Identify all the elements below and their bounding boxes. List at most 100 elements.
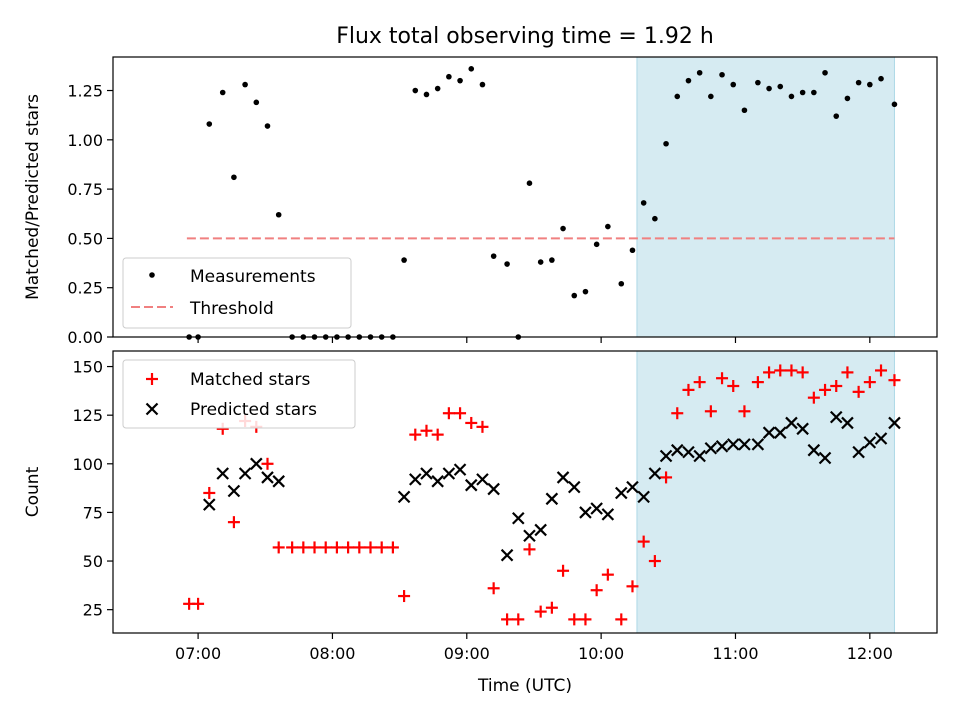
predicted-star-point xyxy=(487,482,500,496)
measurement-point xyxy=(640,200,647,206)
measurement-point xyxy=(605,223,611,230)
measurement-point xyxy=(674,93,681,100)
legend-measurements-label: Measurements xyxy=(190,267,316,287)
matched-star-point xyxy=(192,597,205,610)
legend-measurements-marker xyxy=(149,272,155,278)
time-x-axis: 07:00 08:00 09:00 10:00 11:00 12:00 xyxy=(175,633,893,663)
y-tick-label: 100 xyxy=(72,455,103,474)
matched-star-point xyxy=(807,391,820,404)
predicted-star-point xyxy=(420,467,433,480)
measurement-point xyxy=(206,121,213,127)
measurement-point xyxy=(242,81,248,88)
predicted-star-point xyxy=(500,548,514,562)
legend-predicted-label: Predicted stars xyxy=(190,400,317,420)
predicted-star-point xyxy=(637,490,650,504)
predicted-star-point xyxy=(785,416,798,430)
matched-star-point xyxy=(203,486,216,499)
measurement-point xyxy=(629,247,636,254)
measurement-point xyxy=(468,66,475,72)
predicted-star-point xyxy=(453,463,467,476)
matched-star-point xyxy=(819,383,832,396)
predicted-star-point xyxy=(261,471,274,484)
ratio-panel-frame xyxy=(112,56,938,338)
measurement-point xyxy=(777,83,784,90)
measurement-point xyxy=(652,215,658,222)
x-tick-label: 07:00 xyxy=(175,644,221,663)
measurement-point xyxy=(219,89,226,96)
legend-box xyxy=(122,257,352,329)
predicted-star-point xyxy=(874,432,888,445)
matched-star-point xyxy=(888,374,901,387)
matched-star-point xyxy=(716,372,729,385)
measurement-point xyxy=(401,257,407,263)
measurement-point xyxy=(423,91,430,98)
matched-star-point xyxy=(465,416,478,429)
matched-star-point xyxy=(774,364,787,377)
predicted-star-point xyxy=(203,498,216,511)
predicted-star-point xyxy=(626,480,639,494)
predicted-star-point xyxy=(796,422,809,436)
x-tick-label: 11:00 xyxy=(712,644,758,663)
matched-star-point xyxy=(286,541,299,554)
predicted-star-point xyxy=(841,416,854,430)
measurement-point xyxy=(275,211,282,218)
observing-window-shade-top xyxy=(636,56,895,338)
matched-star-point xyxy=(442,407,455,420)
predicted-star-point xyxy=(704,441,718,455)
predicted-star-point xyxy=(523,529,536,543)
matched-star-point xyxy=(601,568,614,581)
predicted-star-point xyxy=(431,475,444,488)
ratio-y-axis-label: Matched/Predicted stars xyxy=(23,94,43,300)
predicted-star-point xyxy=(762,426,776,439)
measurement-point xyxy=(593,241,600,248)
predicted-star-point xyxy=(512,511,525,525)
matched-star-point xyxy=(353,541,366,554)
count-panel: 25 50 75 100 125 150 07:00 08:00 09:00 10:00 11:0… xyxy=(23,350,938,663)
x-tick-label: 10:00 xyxy=(578,644,624,663)
matched-star-point xyxy=(409,428,422,441)
observing-window-band xyxy=(636,56,895,338)
predicted-star-point xyxy=(738,438,751,451)
measurement-point xyxy=(878,75,884,82)
ratio-x-tick-marks xyxy=(197,337,871,343)
matched-star-point xyxy=(375,541,388,554)
matched-star-point xyxy=(420,424,433,437)
matched-star-point xyxy=(512,613,525,626)
matched-star-point xyxy=(487,582,500,595)
legend-matched-label: Matched stars xyxy=(190,370,310,390)
predicted-star-point xyxy=(693,449,706,463)
measurement-point xyxy=(755,79,761,86)
matched-star-point xyxy=(751,376,764,389)
measurement-point xyxy=(549,257,555,263)
matched-star-point xyxy=(523,543,536,556)
measurement-point xyxy=(253,99,260,106)
matched-star-point xyxy=(534,605,547,618)
measurement-point xyxy=(730,81,737,88)
predicted-star-point xyxy=(852,445,865,459)
matched-star-point xyxy=(863,376,876,389)
predicted-star-point xyxy=(409,473,422,486)
predicted-star-point xyxy=(726,438,740,451)
observing-window-band xyxy=(636,350,895,634)
matched-star-point xyxy=(841,366,854,379)
chart-title: Flux total observing time = 1.92 h xyxy=(336,24,714,49)
measurement-point xyxy=(231,174,237,181)
matched-star-point xyxy=(330,541,343,554)
measurement-point xyxy=(264,123,271,129)
y-tick-label: 0.25 xyxy=(67,279,103,298)
measurement-point xyxy=(833,113,840,119)
measurement-point xyxy=(811,89,817,96)
measurement-point xyxy=(618,280,625,287)
y-tick-label: 0.00 xyxy=(67,328,103,347)
count-legend: Matched stars Predicted stars xyxy=(122,359,356,429)
matched-stars-series xyxy=(183,364,901,626)
matched-star-point xyxy=(763,366,776,379)
predicted-star-point xyxy=(829,410,843,424)
matched-star-point xyxy=(785,364,798,377)
predicted-star-point xyxy=(863,436,877,449)
y-tick-label: 25 xyxy=(83,601,103,620)
x-tick-label: 08:00 xyxy=(309,644,355,663)
measurement-point xyxy=(799,89,806,96)
matched-star-point xyxy=(615,613,628,626)
